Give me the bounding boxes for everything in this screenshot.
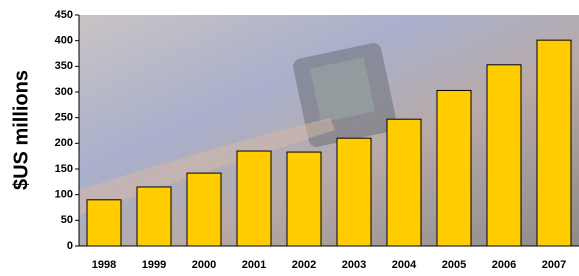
y-tick-label: 50 — [61, 214, 73, 226]
bar — [237, 151, 271, 246]
y-tick-label: 100 — [55, 189, 73, 201]
x-tick-label: 2006 — [492, 259, 516, 271]
bar — [187, 173, 221, 246]
y-tick-label: 400 — [55, 35, 73, 47]
x-tick-label: 2003 — [342, 259, 366, 271]
y-tick-label: 450 — [55, 9, 73, 21]
y-tick-label: 200 — [55, 137, 73, 149]
x-tick-label: 2001 — [242, 259, 266, 271]
x-tick-label: 2000 — [192, 259, 216, 271]
x-tick-label: 2007 — [542, 259, 566, 271]
x-tick-label: 1999 — [142, 259, 166, 271]
y-tick-label: 350 — [55, 60, 73, 72]
x-tick-label: 2004 — [392, 259, 417, 271]
x-tick-label: 2005 — [442, 259, 466, 271]
y-tick-label: 150 — [55, 163, 73, 175]
x-tick-label: 1998 — [92, 259, 116, 271]
background-screen — [310, 57, 375, 122]
y-tick-label: 250 — [55, 112, 73, 124]
bar — [337, 138, 371, 246]
bar — [387, 119, 421, 246]
y-tick-label: 300 — [55, 86, 73, 98]
bar — [87, 200, 121, 246]
chart: $US millions 0 50 100 150 200 250 300 350 400 450… — [0, 0, 579, 276]
bar — [137, 187, 171, 246]
bar — [537, 40, 571, 246]
bar — [287, 152, 321, 246]
bar — [487, 65, 521, 246]
y-axis-title: $US millions — [10, 70, 32, 190]
x-tick-label: 2002 — [292, 259, 316, 271]
bar — [437, 90, 471, 246]
y-tick-label: 0 — [67, 240, 73, 252]
page: $US millions 0 50 100 150 200 250 300 350 400 450… — [0, 0, 579, 276]
